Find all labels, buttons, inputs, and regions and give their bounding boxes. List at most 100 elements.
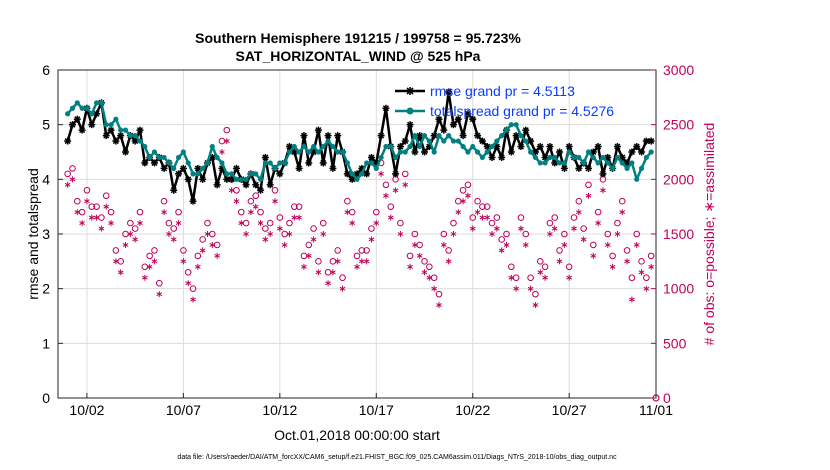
- obs-assimilated-point: [161, 209, 167, 216]
- obs-assimilated-point: [310, 236, 317, 243]
- obs-assimilated-point: [619, 209, 626, 216]
- x-tick-label: 10/02: [69, 402, 104, 418]
- obs-possible-point: [83, 186, 91, 194]
- obs-assimilated-point: [276, 225, 283, 232]
- obs-possible-point: [541, 263, 549, 271]
- chart-subtitle: SAT_HORIZONTAL_WIND @ 525 hPa: [236, 48, 481, 64]
- spread-point: [470, 143, 476, 150]
- spread-point: [238, 176, 244, 182]
- rmse-point: [252, 181, 260, 189]
- obs-possible-point: [411, 230, 419, 238]
- obs-possible-point: [305, 241, 313, 249]
- obs-possible-point: [363, 247, 370, 254]
- spread-point: [634, 176, 640, 182]
- obs-possible-point: [580, 225, 587, 232]
- spread-point: [542, 160, 548, 166]
- obs-assimilated-point: [238, 220, 245, 227]
- rmse-point: [575, 164, 583, 172]
- obs-assimilated-point: [551, 225, 558, 232]
- spread-point: [484, 149, 490, 155]
- obs-assimilated-point: [378, 170, 384, 177]
- obs-possible-point: [295, 203, 303, 210]
- obs-possible-point: [344, 197, 351, 205]
- spread-point: [277, 160, 283, 166]
- rmse-point: [334, 132, 342, 140]
- obs-possible-point: [440, 230, 448, 238]
- obs-assimilated-point: [127, 231, 134, 237]
- spread-point: [320, 143, 326, 150]
- obs-assimilated-point: [305, 252, 312, 259]
- rmse-point: [232, 164, 240, 172]
- obs-assimilated-point: [643, 285, 650, 292]
- spread-point: [262, 160, 268, 166]
- spread-point: [127, 133, 133, 139]
- rmse-point: [314, 126, 322, 134]
- spread-point: [161, 154, 167, 161]
- obs-assimilated-point: [450, 231, 457, 237]
- rmse-point: [459, 132, 467, 140]
- rmse-point: [440, 126, 448, 134]
- obs-assimilated-point: [301, 263, 307, 270]
- obs-possible-point: [348, 208, 356, 216]
- obs-assimilated-point: [117, 269, 124, 276]
- spread-point: [132, 133, 138, 139]
- obs-assimilated-point: [561, 241, 568, 248]
- obs-assimilated-point: [325, 280, 331, 287]
- spread-point: [474, 149, 481, 155]
- obs-assimilated-point: [407, 263, 413, 270]
- spread-point: [431, 149, 437, 155]
- obs-possible-point: [257, 208, 264, 216]
- rmse-point: [189, 197, 197, 205]
- legend-spread-marker: [406, 107, 414, 115]
- obs-possible-point: [532, 290, 539, 298]
- rmse-point: [445, 88, 453, 96]
- legend-rmse-marker: [406, 87, 414, 95]
- obs-possible-point: [122, 230, 129, 238]
- rmse-point: [401, 137, 409, 145]
- obs-assimilated-point: [513, 285, 519, 292]
- spread-point: [421, 133, 428, 139]
- spread-point: [79, 105, 85, 111]
- obs-possible-point: [609, 252, 616, 260]
- spread-point: [441, 138, 447, 144]
- spread-point: [151, 149, 158, 155]
- obs-possible-point: [570, 214, 578, 221]
- obs-assimilated-point: [79, 220, 85, 227]
- obs-assimilated-point: [383, 192, 389, 199]
- obs-possible-point: [339, 274, 346, 282]
- spread-point: [643, 154, 649, 161]
- obs-assimilated-point: [392, 187, 399, 194]
- obs-possible-point: [459, 186, 467, 194]
- spread-point: [547, 154, 553, 161]
- spread-point: [392, 154, 399, 161]
- rmse-point: [396, 143, 404, 151]
- obs-possible-point: [175, 208, 182, 216]
- obs-possible-point: [426, 263, 433, 271]
- obs-assimilated-point: [257, 220, 264, 227]
- spread-point: [74, 100, 80, 106]
- obs-assimilated-point: [93, 214, 100, 221]
- obs-assimilated-point: [600, 187, 606, 194]
- spread-point: [388, 143, 394, 150]
- obs-possible-point: [69, 165, 76, 172]
- spread-point: [219, 160, 225, 166]
- spread-point: [426, 138, 432, 144]
- spread-point: [354, 176, 360, 182]
- spread-point: [257, 176, 264, 182]
- rmse-point: [594, 143, 602, 151]
- obs-assimilated-point: [141, 274, 148, 281]
- obs-assimilated-point: [397, 231, 404, 237]
- obs-possible-point: [493, 214, 501, 221]
- spread-point: [209, 143, 215, 150]
- rmse-point: [493, 143, 501, 151]
- spread-point: [98, 100, 105, 106]
- spread-point: [561, 160, 567, 166]
- obs-possible-point: [585, 181, 592, 189]
- spread-point: [296, 149, 302, 155]
- obs-assimilated-point: [440, 241, 447, 248]
- rmse-point: [295, 164, 303, 172]
- spread-point: [229, 171, 235, 177]
- rmse-point: [584, 164, 592, 172]
- obs-possible-point: [397, 219, 404, 227]
